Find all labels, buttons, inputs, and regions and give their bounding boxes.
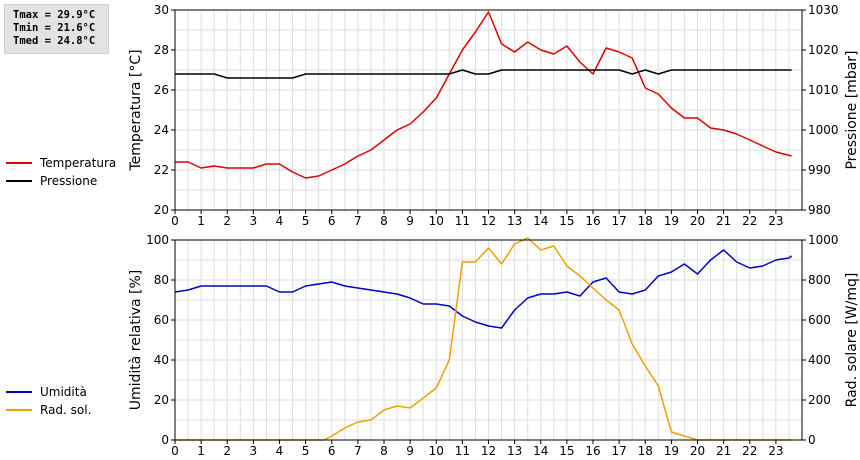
x-tick-label: 4 (276, 214, 284, 228)
x-tick-label: 6 (328, 444, 336, 458)
x-tick-label: 13 (507, 214, 522, 228)
x-tick-label: 14 (533, 214, 548, 228)
y-tick-label-left: 80 (154, 273, 169, 287)
stats-box: Tmax = 29.9°C Tmin = 21.6°C Tmed = 24.8°… (4, 4, 109, 54)
legend-item-pressione: Pressione (6, 172, 116, 190)
legend-item-rad-sol: Rad. sol. (6, 401, 91, 419)
tmed-label: Tmed = 24.8°C (13, 35, 96, 47)
x-tick-label: 17 (611, 444, 626, 458)
x-tick-label: 8 (380, 444, 388, 458)
x-tick-label: 2 (223, 214, 231, 228)
x-tick-label: 20 (690, 214, 705, 228)
x-tick-label: 3 (250, 214, 258, 228)
y-tick-label-left: 24 (154, 123, 169, 137)
x-tick-label: 3 (250, 444, 258, 458)
y-tick-label-left: 100 (146, 233, 169, 247)
y-tick-label-right: 1000 (808, 233, 839, 247)
y-tick-label-left: 40 (154, 353, 169, 367)
legend-label-umidita: Umidità (40, 385, 87, 399)
x-tick-label: 9 (406, 444, 414, 458)
legend-label-temperatura: Temperatura (40, 156, 117, 170)
series-line-umidit- (174, 249, 793, 329)
x-tick-label: 1 (197, 444, 205, 458)
x-tick-label: 15 (559, 444, 574, 458)
x-tick-label: 14 (533, 444, 548, 458)
x-tick-label: 12 (481, 444, 496, 458)
y-tick-label-right: 990 (808, 163, 831, 177)
x-tick-label: 17 (611, 214, 626, 228)
legend-item-umidita: Umidità (6, 383, 91, 401)
x-tick-label: 12 (481, 214, 496, 228)
y-tick-label-right: 0 (808, 433, 816, 447)
x-tick-label: 6 (328, 214, 336, 228)
x-tick-label: 5 (302, 444, 310, 458)
y-tick-label-right: 1020 (808, 43, 839, 57)
y-tick-label-left: 22 (154, 163, 169, 177)
y-tick-label-left: 20 (154, 393, 169, 407)
y-axis-title-right: Rad. solare [W/mq] (844, 273, 860, 408)
y-tick-label-left: 0 (161, 433, 169, 447)
y-tick-label-right: 1030 (808, 3, 839, 17)
y-tick-label-right: 600 (808, 313, 831, 327)
x-tick-label: 5 (302, 214, 310, 228)
x-tick-label: 11 (455, 444, 470, 458)
y-axis-title-left: Umidità relativa [%] (128, 270, 144, 411)
y-tick-label-right: 400 (808, 353, 831, 367)
legend-swatch-rad-sol (6, 409, 32, 411)
tmin-label: Tmin = 21.6°C (13, 22, 96, 34)
legend-item-temperatura: Temperatura (6, 154, 116, 172)
y-axis-title-left: Temperatura [°C] (128, 49, 144, 171)
x-tick-label: 0 (171, 444, 179, 458)
y-tick-label-left: 30 (154, 3, 169, 17)
x-tick-label: 4 (276, 444, 284, 458)
x-tick-label: 20 (690, 444, 705, 458)
legend-top: Temperatura Pressione (6, 154, 116, 190)
y-tick-label-left: 60 (154, 313, 169, 327)
legend-swatch-pressione (6, 180, 32, 182)
series-line-rad-sol- (175, 237, 792, 441)
x-tick-label: 9 (406, 214, 414, 228)
y-tick-label-right: 1010 (808, 83, 839, 97)
x-tick-label: 8 (380, 214, 388, 228)
legend-label-rad-sol: Rad. sol. (40, 403, 92, 417)
y-tick-label-left: 26 (154, 83, 169, 97)
x-tick-label: 15 (559, 214, 574, 228)
x-tick-label: 16 (585, 444, 600, 458)
x-tick-label: 7 (354, 214, 362, 228)
legend-swatch-umidita (6, 391, 32, 393)
x-tick-label: 23 (768, 214, 783, 228)
x-tick-label: 21 (716, 214, 731, 228)
x-tick-label: 18 (638, 214, 653, 228)
legend-bottom: Umidità Rad. sol. (6, 383, 91, 419)
y-tick-label-left: 28 (154, 43, 169, 57)
x-tick-label: 23 (768, 444, 783, 458)
x-tick-label: 22 (742, 214, 757, 228)
x-tick-label: 2 (223, 444, 231, 458)
y-tick-label-right: 1000 (808, 123, 839, 137)
x-tick-label: 22 (742, 444, 757, 458)
x-tick-label: 13 (507, 444, 522, 458)
x-tick-label: 21 (716, 444, 731, 458)
y-tick-label-right: 980 (808, 203, 831, 217)
y-tick-label-right: 200 (808, 393, 831, 407)
x-tick-label: 19 (664, 214, 679, 228)
x-tick-label: 0 (171, 214, 179, 228)
x-tick-label: 11 (455, 214, 470, 228)
legend-swatch-temperatura (6, 162, 32, 164)
x-tick-label: 10 (429, 214, 444, 228)
legend-label-pressione: Pressione (40, 174, 98, 188)
x-tick-label: 16 (585, 214, 600, 228)
x-tick-label: 1 (197, 214, 205, 228)
y-tick-label-right: 800 (808, 273, 831, 287)
y-tick-label-left: 20 (154, 203, 169, 217)
tmax-label: Tmax = 29.9°C (13, 9, 96, 21)
y-axis-title-right: Pressione [mbar] (844, 50, 860, 169)
series-line-pressione (175, 69, 792, 79)
x-tick-label: 18 (638, 444, 653, 458)
x-tick-label: 7 (354, 444, 362, 458)
x-tick-label: 19 (664, 444, 679, 458)
x-tick-label: 10 (429, 444, 444, 458)
series-line-temperatura (175, 11, 792, 179)
